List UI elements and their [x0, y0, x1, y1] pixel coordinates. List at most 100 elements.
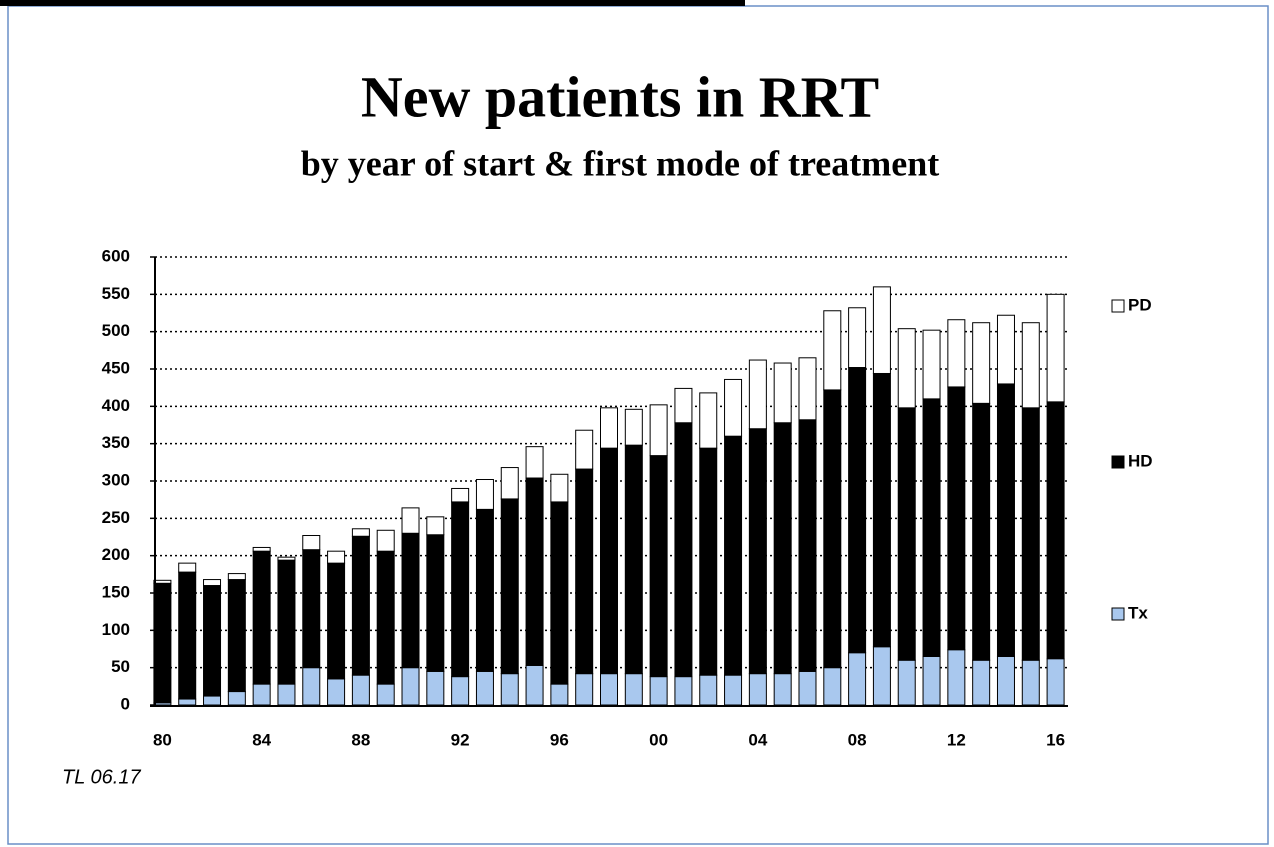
y-tick-label: 300	[102, 470, 130, 489]
bar-segment	[798, 357, 817, 421]
bar-segment	[227, 579, 246, 693]
bar-segment	[500, 673, 519, 706]
bar-segment	[848, 307, 867, 369]
bar-segment	[724, 435, 743, 676]
bar-segment	[451, 676, 470, 706]
bar-segment	[600, 407, 618, 449]
bar-segment	[1046, 293, 1065, 403]
bar-segment	[823, 667, 842, 706]
bar-segment	[897, 328, 916, 409]
bar-segment	[401, 667, 420, 706]
bar-segment	[1021, 407, 1040, 661]
bar-segment	[922, 329, 941, 400]
bar-segment	[401, 507, 420, 534]
bar-segment	[426, 670, 445, 706]
bar-segment	[748, 673, 767, 706]
x-tick-label: 88	[351, 730, 370, 749]
bar-segment	[624, 444, 643, 675]
bar-segment	[848, 367, 867, 654]
legend-swatch	[1111, 607, 1125, 621]
bar-segment	[525, 664, 544, 706]
bar-segment	[600, 447, 618, 675]
x-tick-label: 84	[252, 730, 271, 749]
y-tick-label: 50	[111, 657, 130, 676]
bar-segment	[1046, 401, 1065, 660]
chart-title: New patients in RRT	[361, 64, 879, 129]
bar-segment	[674, 387, 693, 424]
x-tick-label: 16	[1046, 730, 1065, 749]
bar-segment	[947, 649, 966, 706]
y-tick-label: 600	[102, 246, 130, 265]
bar-segment	[922, 398, 941, 657]
bar-segment	[203, 585, 222, 697]
bar-segment	[277, 559, 296, 685]
x-tick-label: 00	[649, 730, 668, 749]
bar-segment	[153, 579, 172, 584]
bar-segment	[897, 407, 916, 661]
bar-segment	[922, 655, 941, 706]
bar-segment	[550, 473, 569, 503]
bar-segment	[649, 676, 668, 706]
bar-segment	[426, 516, 445, 536]
bar-segment	[475, 479, 494, 510]
x-tick-label: 04	[748, 730, 767, 749]
y-tick-label: 500	[102, 321, 130, 340]
x-tick-label: 08	[848, 730, 867, 749]
y-tick-label: 350	[102, 433, 130, 452]
bar-segment	[748, 428, 767, 675]
y-tick-label: 200	[102, 545, 130, 564]
bar-segment	[724, 378, 743, 437]
bar-segment	[724, 674, 743, 706]
bar-segment	[1021, 659, 1040, 706]
bar-segment	[773, 673, 792, 706]
bar-segment	[525, 477, 544, 666]
x-tick-label: 92	[451, 730, 470, 749]
bar-segment	[674, 676, 693, 706]
bar-segment	[376, 683, 395, 706]
bar-segment	[996, 383, 1015, 657]
bar-segment	[674, 422, 693, 678]
bar-segment	[798, 419, 817, 672]
bar-segment	[252, 683, 271, 706]
bar-segment	[475, 670, 494, 706]
bar-segment	[451, 487, 470, 503]
top-bar	[0, 0, 745, 6]
bar-segment	[947, 386, 966, 651]
bar-segment	[773, 422, 792, 675]
x-tick-label: 12	[947, 730, 966, 749]
bar-segment	[525, 446, 544, 479]
bar-segment	[848, 652, 867, 706]
bar-segment	[972, 659, 991, 706]
legend-label: Tx	[1128, 603, 1148, 622]
bar-segment	[376, 529, 395, 552]
bar-segment	[327, 678, 346, 706]
x-tick-label: 96	[550, 730, 569, 749]
bar-segment	[575, 468, 594, 675]
legend-swatch	[1111, 455, 1125, 469]
y-tick-label: 0	[121, 694, 130, 713]
bar-segment	[475, 508, 494, 672]
y-tick-label: 100	[102, 620, 130, 639]
bar-segment	[203, 579, 222, 587]
bar-segment	[996, 314, 1015, 385]
bar-segment	[600, 673, 618, 706]
bar-segment	[872, 286, 891, 374]
bar-segment	[178, 571, 197, 700]
bar-segment	[500, 498, 519, 675]
bar-segment	[178, 562, 197, 573]
bar-segment	[624, 408, 643, 446]
bar-segment	[227, 691, 246, 706]
bar-segment	[699, 392, 718, 449]
bar-segment	[327, 550, 346, 564]
bar-segment	[302, 549, 321, 669]
bar-segment	[227, 573, 246, 581]
y-tick-label: 150	[102, 582, 130, 601]
bar-segment	[823, 389, 842, 669]
bar-segment	[351, 535, 370, 676]
bar-segment	[500, 467, 519, 500]
note: TL 06.17	[62, 766, 141, 788]
bar-segment	[624, 673, 643, 706]
bar-segment	[872, 646, 891, 706]
bar-segment	[401, 532, 420, 669]
bar-segment	[575, 429, 594, 470]
